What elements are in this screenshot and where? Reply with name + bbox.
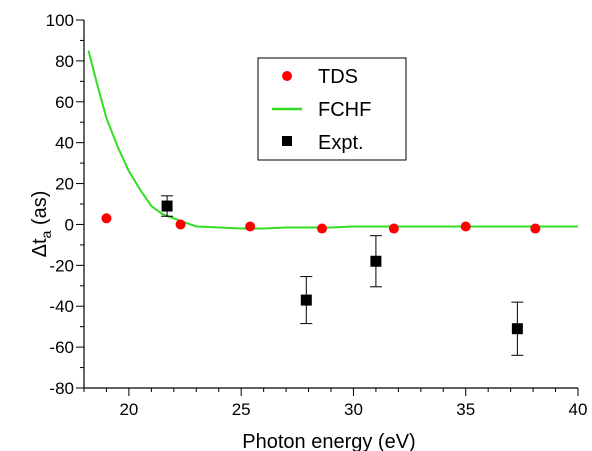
tds-point <box>175 219 186 230</box>
y-tick-label: 20 <box>55 175 74 194</box>
fchf-line <box>87 50 578 230</box>
y-axis-label-rest: (as) <box>29 191 51 231</box>
tds-point <box>460 221 471 232</box>
legend-marker-tds <box>282 71 292 81</box>
tds-point <box>245 221 256 232</box>
expt-point <box>300 294 312 306</box>
legend-label-tds: TDS <box>318 66 358 88</box>
y-tick-label: -80 <box>49 379 74 398</box>
y-axis-label-sub: a <box>38 230 54 238</box>
x-tick-label: 20 <box>119 400 138 419</box>
y-axis-label-main: Δt <box>29 238 51 257</box>
y-tick-label: 60 <box>55 93 74 112</box>
y-tick-label: -20 <box>49 256 74 275</box>
y-axis-label: Δta (as) <box>29 191 54 258</box>
y-tick-label: 100 <box>46 11 74 30</box>
legend-marker-expt <box>282 136 292 146</box>
y-tick-label: -40 <box>49 297 74 316</box>
tds-point <box>388 223 399 234</box>
legend-label-expt: Expt. <box>318 132 364 154</box>
tds-point <box>530 223 541 234</box>
y-axis-ticks: -80 -60 -40 -20 0 20 40 60 80 100 <box>46 11 84 398</box>
plot-area <box>87 50 578 356</box>
y-tick-label: 80 <box>55 52 74 71</box>
x-axis-label: Photon energy (eV) <box>242 431 415 451</box>
y-tick-label: 40 <box>55 134 74 153</box>
x-tick-label: 25 <box>232 400 251 419</box>
x-axis-ticks: 20 25 30 35 40 <box>83 388 588 419</box>
x-tick-label: 35 <box>456 400 475 419</box>
expt-point <box>161 200 173 212</box>
x-tick-label: 40 <box>569 400 588 419</box>
expt-point <box>511 323 523 335</box>
y-tick-label: 0 <box>65 215 74 234</box>
legend: TDS FCHF Expt. <box>257 57 407 161</box>
tds-point <box>101 213 112 224</box>
y-tick-label: -60 <box>49 338 74 357</box>
tds-point <box>317 223 328 234</box>
expt-point <box>370 255 382 267</box>
x-tick-label: 30 <box>344 400 363 419</box>
legend-label-fchf: FCHF <box>318 99 371 121</box>
